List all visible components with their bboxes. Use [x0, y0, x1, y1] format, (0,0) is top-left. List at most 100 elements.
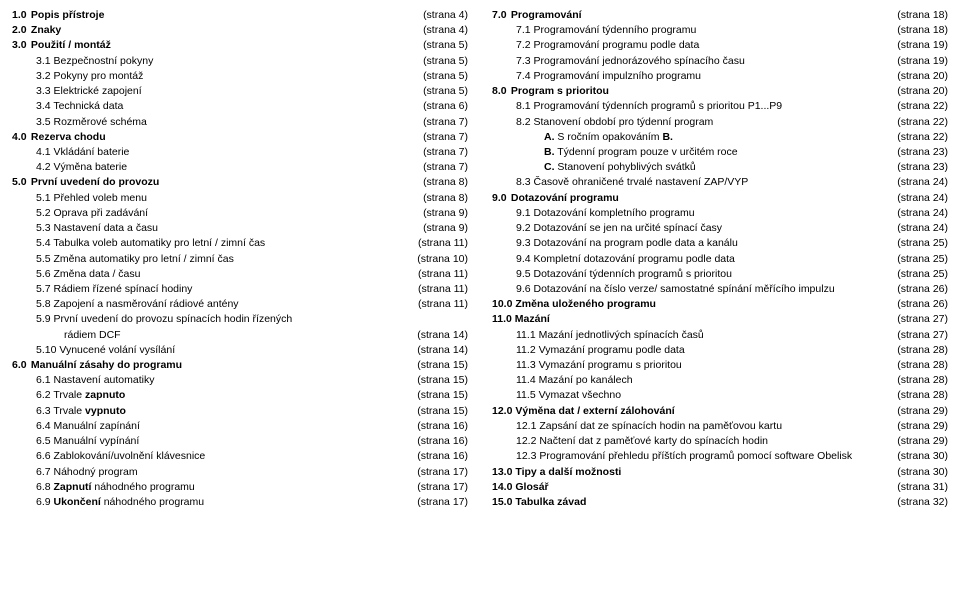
toc-page: (strana 26) [889, 297, 948, 312]
toc-page: (strana 7) [415, 115, 468, 130]
toc-label: 9.1 Dotazování kompletního programu [492, 206, 889, 221]
toc-row: 7.0 Programování(strana 18) [492, 8, 948, 23]
toc-row: C. Stanovení pohyblivých svátků(strana 2… [492, 160, 948, 175]
toc-label: 9.4 Kompletní dotazování programu podle … [492, 252, 889, 267]
toc-label: 7.0 Programování [492, 8, 889, 23]
toc-row: 15.0 Tabulka závad(strana 32) [492, 495, 948, 510]
toc-page: (strana 27) [889, 312, 948, 327]
toc-row: 11.3 Vymazání programu s prioritou(stran… [492, 358, 948, 373]
toc-label: 1.0 Popis přístroje [12, 8, 415, 23]
toc-page: (strana 17) [409, 465, 468, 480]
toc-label: 11.1 Mazání jednotlivých spínacích časů [492, 328, 889, 343]
toc-label: 11.0 Mazání [492, 312, 889, 327]
toc-label: 9.5 Dotazování týdenních programů s prio… [492, 267, 889, 282]
toc-row: 6.6 Zablokování/uvolnění klávesnice(stra… [12, 449, 468, 464]
toc-row: 5.3 Nastavení data a času(strana 9) [12, 221, 468, 236]
toc-label: 6.3 Trvale vypnuto [12, 404, 409, 419]
toc-page: (strana 28) [889, 373, 948, 388]
toc-label: 9.2 Dotazování se jen na určité spínací … [492, 221, 889, 236]
toc-row: 4.2 Výměna baterie(strana 7) [12, 160, 468, 175]
toc-row: 4.1 Vkládání baterie(strana 7) [12, 145, 468, 160]
toc-row: 9.4 Kompletní dotazování programu podle … [492, 252, 948, 267]
toc-page: (strana 9) [415, 221, 468, 236]
toc-label: 6.4 Manuální zapínání [12, 419, 409, 434]
toc-page: (strana 22) [889, 99, 948, 114]
toc-page: (strana 5) [415, 84, 468, 99]
toc-page: (strana 15) [409, 373, 468, 388]
toc-label: 6.0 Manuální zásahy do programu [12, 358, 409, 373]
toc-label: 6.6 Zablokování/uvolnění klávesnice [12, 449, 409, 464]
toc-row: 6.2 Trvale zapnuto(strana 15) [12, 388, 468, 403]
toc-row: 6.9 Ukončení náhodného programu(strana 1… [12, 495, 468, 510]
toc-row: 8.1 Programování týdenních programů s pr… [492, 99, 948, 114]
toc-row: 5.1 Přehled voleb menu(strana 8) [12, 191, 468, 206]
toc-page: (strana 7) [415, 145, 468, 160]
toc-label: 5.3 Nastavení data a času [12, 221, 415, 236]
toc-page: (strana 4) [415, 23, 468, 38]
toc-right-column: 7.0 Programování(strana 18)7.1 Programov… [492, 8, 948, 510]
toc-label: 3.1 Bezpečnostní pokyny [12, 54, 415, 69]
toc-row: 6.1 Nastavení automatiky(strana 15) [12, 373, 468, 388]
toc-label: C. Stanovení pohyblivých svátků [492, 160, 889, 175]
toc-label: 4.1 Vkládání baterie [12, 145, 415, 160]
toc-page: (strana 24) [889, 206, 948, 221]
toc-row: 5.0 První uvedení do provozu(strana 8) [12, 175, 468, 190]
toc-page: (strana 23) [889, 160, 948, 175]
toc-label: 5.6 Změna data / času [12, 267, 410, 282]
toc-row: 7.3 Programování jednorázového spínacího… [492, 54, 948, 69]
toc-label: 5.7 Rádiem řízené spínací hodiny [12, 282, 410, 297]
toc-page: (strana 8) [415, 191, 468, 206]
toc-label: 8.1 Programování týdenních programů s pr… [492, 99, 889, 114]
toc-page: (strana 29) [889, 419, 948, 434]
toc-label: 11.2 Vymazání programu podle data [492, 343, 889, 358]
toc-label: 3.3 Elektrické zapojení [12, 84, 415, 99]
toc-row: 9.0 Dotazování programu(strana 24) [492, 191, 948, 206]
toc-label: 8.3 Časově ohraničené trvalé nastavení Z… [492, 175, 889, 190]
toc-row: 6.4 Manuální zapínání(strana 16) [12, 419, 468, 434]
toc-row: 12.3 Programování přehledu příštích prog… [492, 449, 948, 464]
toc-label: 8.2 Stanovení období pro týdenní program [492, 115, 889, 130]
toc-row: 5.4 Tabulka voleb automatiky pro letní /… [12, 236, 468, 251]
toc-row: 7.2 Programování programu podle data(str… [492, 38, 948, 53]
toc-row: 11.2 Vymazání programu podle data(strana… [492, 343, 948, 358]
toc-label: 10.0 Změna uloženého programu [492, 297, 889, 312]
toc-row: 4.0 Rezerva chodu(strana 7) [12, 130, 468, 145]
toc-row: 3.5 Rozměrové schéma(strana 7) [12, 115, 468, 130]
toc-label: 6.7 Náhodný program [12, 465, 409, 480]
toc-row: 6.5 Manuální vypínání(strana 16) [12, 434, 468, 449]
toc-row: 5.7 Rádiem řízené spínací hodiny(strana … [12, 282, 468, 297]
toc-page: (strana 15) [409, 388, 468, 403]
toc-row: 3.1 Bezpečnostní pokyny(strana 5) [12, 54, 468, 69]
toc-row: 11.5 Vymazat všechno(strana 28) [492, 388, 948, 403]
toc-label: 11.5 Vymazat všechno [492, 388, 889, 403]
toc-label: A. S ročním opakováním B. [492, 130, 889, 145]
toc-page: (strana 26) [889, 282, 948, 297]
toc-label: 4.0 Rezerva chodu [12, 130, 415, 145]
toc-container: 1.0 Popis přístroje(strana 4)2.0 Znaky(s… [12, 8, 948, 510]
toc-page: (strana 20) [889, 69, 948, 84]
toc-page: (strana 20) [889, 84, 948, 99]
toc-page: (strana 14) [409, 343, 468, 358]
toc-page: (strana 16) [409, 449, 468, 464]
toc-label: 7.1 Programování týdenního programu [492, 23, 889, 38]
toc-row: 12.0 Výměna dat / externí zálohování(str… [492, 404, 948, 419]
toc-page: (strana 31) [889, 480, 948, 495]
toc-row: 5.6 Změna data / času(strana 11) [12, 267, 468, 282]
toc-row: 6.0 Manuální zásahy do programu(strana 1… [12, 358, 468, 373]
toc-label: B. Týdenní program pouze v určitém roce [492, 145, 889, 160]
toc-row: 3.3 Elektrické zapojení(strana 5) [12, 84, 468, 99]
toc-row: rádiem DCF(strana 14) [12, 328, 468, 343]
toc-page: (strana 27) [889, 328, 948, 343]
toc-label: 5.0 První uvedení do provozu [12, 175, 415, 190]
toc-page: (strana 7) [415, 130, 468, 145]
toc-row: 9.3 Dotazování na program podle data a k… [492, 236, 948, 251]
toc-label: 15.0 Tabulka závad [492, 495, 889, 510]
toc-row: A. S ročním opakováním B.(strana 22) [492, 130, 948, 145]
toc-row: 8.2 Stanovení období pro týdenní program… [492, 115, 948, 130]
toc-page: (strana 11) [410, 236, 468, 251]
toc-row: 5.5 Změna automatiky pro letní / zimní č… [12, 252, 468, 267]
toc-row: 9.5 Dotazování týdenních programů s prio… [492, 267, 948, 282]
toc-page: (strana 19) [889, 54, 948, 69]
toc-label: 3.0 Použití / montáž [12, 38, 415, 53]
toc-row: 5.2 Oprava při zadávání(strana 9) [12, 206, 468, 221]
